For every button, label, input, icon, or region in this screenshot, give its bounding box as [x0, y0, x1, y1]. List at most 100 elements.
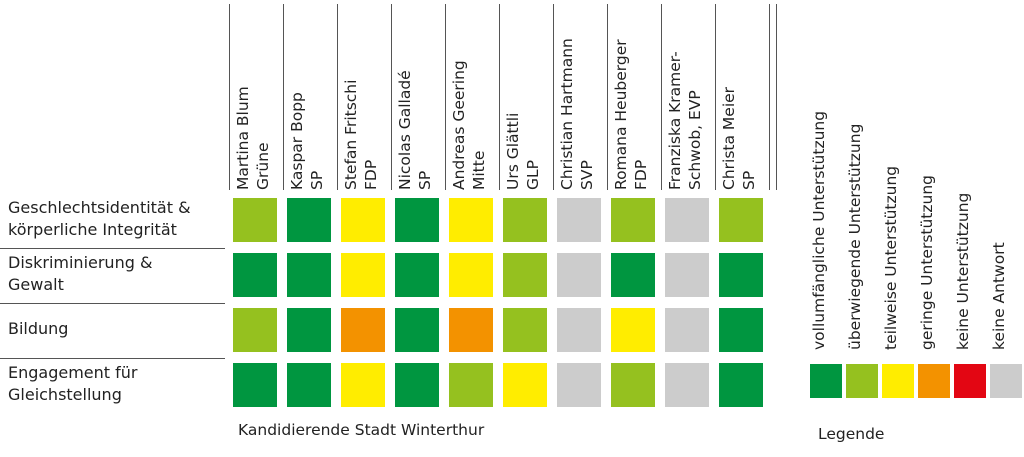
candidate-name: Stefan Fritschi FDP: [341, 10, 381, 190]
column-divider: [607, 4, 608, 190]
column-divider: [715, 4, 716, 190]
column-divider: [661, 4, 662, 190]
candidate-name: Kaspar Bopp SP: [287, 10, 327, 190]
column-divider: [499, 4, 500, 190]
candidate-name-line: Urs Glättli: [504, 112, 522, 190]
heatmap-cell: [395, 198, 439, 242]
heatmap-cell: [287, 253, 331, 297]
heatmap-cell: [503, 308, 547, 352]
legend-swatch: [918, 364, 950, 398]
topic-label-line: Gleichstellung: [8, 385, 122, 404]
candidate-party-line: Mitte: [470, 150, 488, 190]
candidate-header: Romana Heuberger FDP: [607, 8, 661, 190]
candidate-party-line: SP: [308, 170, 326, 190]
heatmap-cell: [503, 363, 547, 407]
candidate-header: Stefan Fritschi FDP: [337, 8, 391, 190]
legend-label: vollumfängliche Unterstützung: [810, 110, 828, 350]
heatmap-cell: [449, 253, 493, 297]
heatmap-cell: [395, 253, 439, 297]
heatmap-cell: [611, 198, 655, 242]
candidate-name: Christa Meier SP: [719, 10, 759, 190]
topic-label: Geschlechtsidentität & körperliche Integr…: [8, 197, 223, 241]
heatmap-cell: [503, 198, 547, 242]
candidate-party-line: FDP: [362, 159, 380, 190]
candidate-header: Urs Glättli GLP: [499, 8, 553, 190]
topic-label-line: Engagement für: [8, 363, 138, 382]
row-divider: [0, 358, 225, 359]
heatmap-cell: [287, 363, 331, 407]
candidate-name: Franziska Kramer- Schwob, EVP: [665, 10, 705, 190]
topic-label: Bildung: [8, 318, 223, 340]
heatmap-cell: [611, 253, 655, 297]
heatmap-cell: [233, 253, 277, 297]
heatmap-cell: [557, 308, 601, 352]
topic-label: Engagement für Gleichstellung: [8, 362, 223, 406]
heatmap-cell: [611, 363, 655, 407]
heatmap-cell: [395, 363, 439, 407]
legend-label: keine Unterstützung: [954, 192, 972, 350]
topic-label-line: Diskriminierung &: [8, 253, 153, 272]
heatmap-cell: [233, 308, 277, 352]
candidate-name-line: Stefan Fritschi: [342, 79, 360, 190]
heatmap-cell: [665, 363, 709, 407]
heatmap-cell: [719, 253, 763, 297]
candidate-name: Nicolas Galladé SP: [395, 10, 435, 190]
heatmap-cell: [503, 253, 547, 297]
candidate-header: Andreas Geering Mitte: [445, 8, 499, 190]
heatmap-cell: [719, 308, 763, 352]
legend-label-wrap: teilweise Unterstützung: [878, 90, 914, 350]
x-axis-label: Kandidierende Stadt Winterthur: [238, 421, 485, 439]
heatmap-cell: [665, 308, 709, 352]
heatmap-cell: [233, 363, 277, 407]
candidate-party-line: SVP: [578, 160, 596, 190]
topic-label-line: Geschlechtsidentität &: [8, 198, 191, 217]
candidate-party-line: Schwob, EVP: [686, 90, 704, 190]
heatmap-cell: [341, 253, 385, 297]
heatmap-cell: [449, 363, 493, 407]
candidate-name-line: Romana Heuberger: [612, 39, 630, 190]
candidate-name: Romana Heuberger FDP: [611, 10, 651, 190]
candidate-party-line: SP: [416, 170, 434, 190]
legend-swatch: [810, 364, 842, 398]
topic-label-line: Gewalt: [8, 275, 64, 294]
row-divider: [0, 248, 225, 249]
candidate-name: Urs Glättli GLP: [503, 10, 543, 190]
candidate-name-line: Christian Hartmann: [558, 38, 576, 190]
candidate-name-line: Franziska Kramer-: [666, 51, 684, 190]
legend-label-wrap: überwiegende Unterstützung: [842, 90, 878, 350]
candidate-header: Franziska Kramer- Schwob, EVP: [661, 8, 715, 190]
candidate-name-line: Christa Meier: [720, 86, 738, 190]
heatmap-cell: [719, 198, 763, 242]
heatmap-cell: [611, 308, 655, 352]
legend-label-wrap: geringe Unterstützung: [914, 90, 950, 350]
candidate-name: Andreas Geering Mitte: [449, 10, 489, 190]
candidate-name-line: Andreas Geering: [450, 60, 468, 190]
heatmap-cell: [557, 198, 601, 242]
heatmap-cell: [665, 198, 709, 242]
legend-label-wrap: keine Antwort: [986, 90, 1022, 350]
heatmap-cell: [449, 198, 493, 242]
candidate-header: Christa Meier SP: [715, 8, 769, 190]
heatmap-cell: [557, 363, 601, 407]
heatmap-cell: [341, 363, 385, 407]
legend-label-wrap: vollumfängliche Unterstützung: [806, 90, 842, 350]
column-divider: [283, 4, 284, 190]
candidate-header: Nicolas Galladé SP: [391, 8, 445, 190]
column-divider: [776, 4, 777, 190]
heatmap-cell: [233, 198, 277, 242]
candidate-header: Kaspar Bopp SP: [283, 8, 337, 190]
candidate-party-line: FDP: [632, 159, 650, 190]
legend-title: Legende: [818, 425, 885, 443]
heatmap-cell: [557, 253, 601, 297]
legend-label: keine Antwort: [990, 242, 1008, 350]
topic-label-line: Bildung: [8, 319, 69, 338]
legend-label: teilweise Unterstützung: [882, 165, 900, 350]
legend-label-wrap: keine Unterstützung: [950, 90, 986, 350]
heatmap-cell: [287, 308, 331, 352]
column-divider: [337, 4, 338, 190]
legend-swatch: [846, 364, 878, 398]
heatmap-cell: [395, 308, 439, 352]
row-divider: [0, 303, 225, 304]
heatmap-cell: [449, 308, 493, 352]
candidate-name-line: Martina Blum: [234, 86, 252, 190]
